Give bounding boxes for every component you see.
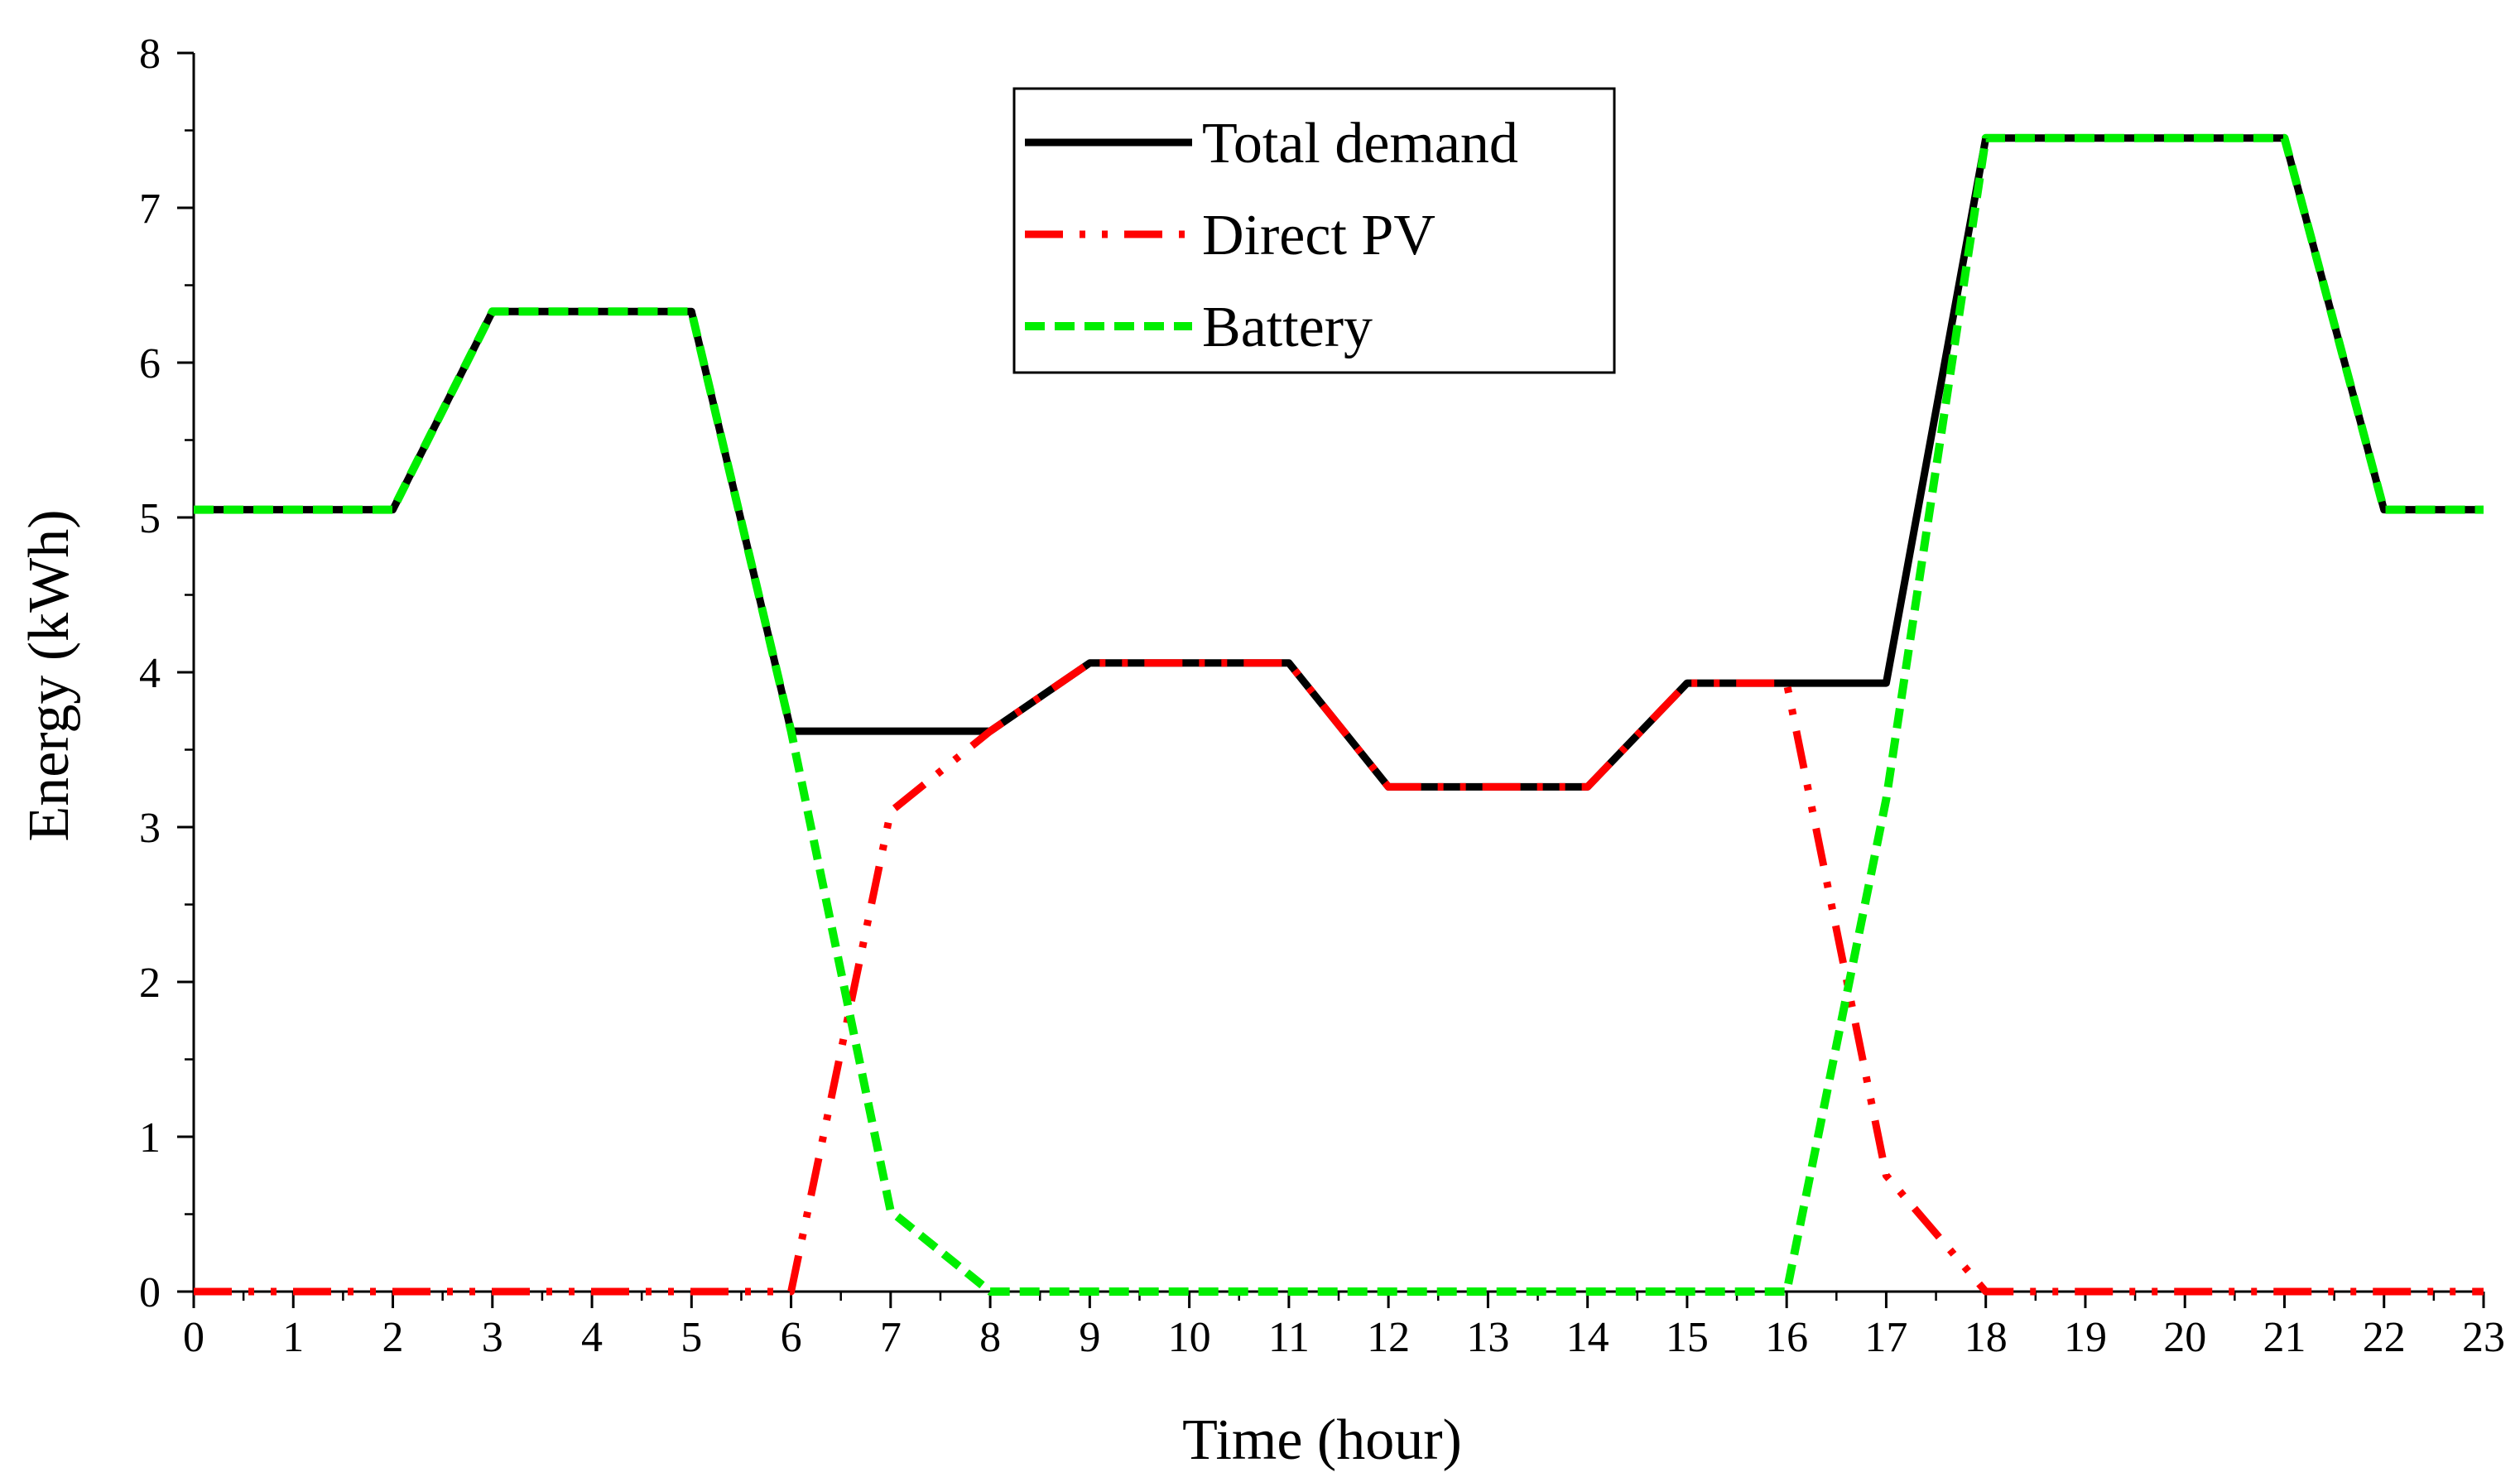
legend-label-total-demand: Total demand (1202, 112, 1518, 176)
legend-label-battery: Battery (1202, 296, 1373, 359)
x-tick-label: 15 (1666, 1314, 1709, 1361)
x-tick-label: 21 (2263, 1314, 2306, 1361)
x-tick-label: 2 (382, 1314, 404, 1361)
x-tick-label: 9 (1079, 1314, 1100, 1361)
axes: 0 1 2 3 4 5 6 7 8 9 10 11 12 13 14 15 16 17 18 19 20 21 22 2301… (139, 31, 2505, 1361)
series-group (194, 133, 2484, 1296)
x-tick-label: 10 (1168, 1314, 1211, 1361)
x-tick-label: 3 (482, 1314, 503, 1361)
x-tick-label: 5 (680, 1314, 702, 1361)
x-tick-label: 6 (781, 1314, 802, 1361)
x-tick-label: 4 (581, 1314, 603, 1361)
x-tick-label: 22 (2363, 1314, 2406, 1361)
x-tick-label: 7 (880, 1314, 902, 1361)
x-axis-title: Time (hour) (1182, 1408, 1462, 1472)
x-tick-label: 16 (1765, 1314, 1808, 1361)
y-tick-label: 2 (139, 960, 161, 1007)
x-tick-label: 8 (979, 1314, 1001, 1361)
x-tick-label: 17 (1864, 1314, 1907, 1361)
x-tick-label: 20 (2163, 1314, 2206, 1361)
x-tick-label: 23 (2462, 1314, 2505, 1361)
y-tick-label: 0 (139, 1269, 161, 1316)
legend-label-direct-pv: Direct PV (1202, 204, 1436, 267)
x-tick-label: 18 (1965, 1314, 2008, 1361)
y-tick-label: 7 (139, 185, 161, 233)
legend-box (1012, 87, 1616, 374)
y-tick-label: 6 (139, 340, 161, 387)
x-tick-label: 11 (1268, 1314, 1310, 1361)
x-tick-label: 0 (183, 1314, 204, 1361)
x-tick-label: 1 (282, 1314, 304, 1361)
y-tick-label: 8 (139, 31, 161, 78)
x-tick-label: 12 (1367, 1314, 1410, 1361)
legend: Total demand Direct PV Battery (1012, 87, 1616, 374)
x-tick-label: 13 (1466, 1314, 1509, 1361)
y-tick-label: 3 (139, 805, 161, 852)
y-tick-label: 4 (139, 650, 161, 697)
x-tick-label: 19 (2064, 1314, 2107, 1361)
y-tick-label: 1 (139, 1114, 161, 1162)
y-axis-title: Energy (kWh) (17, 509, 81, 841)
y-tick-label: 5 (139, 495, 161, 542)
x-tick-label: 14 (1566, 1314, 1609, 1361)
series-line-direct-pv (194, 659, 2484, 1296)
